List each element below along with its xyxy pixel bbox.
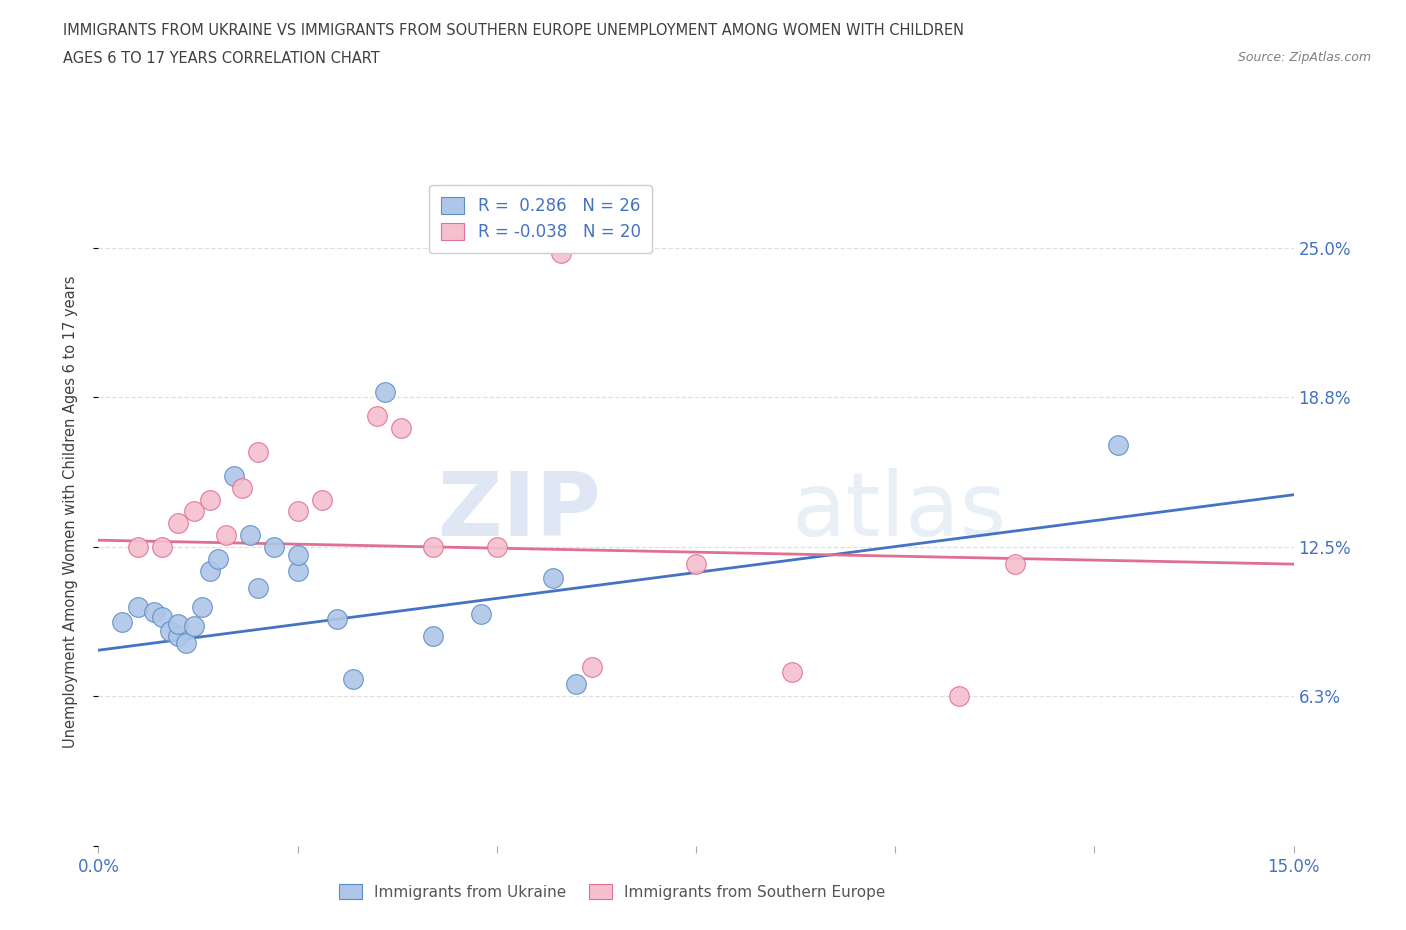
- Point: [311, 492, 333, 507]
- Point: [183, 618, 205, 633]
- Point: [239, 528, 262, 543]
- Point: [685, 557, 707, 572]
- Point: [780, 664, 803, 679]
- Point: [287, 564, 309, 578]
- Point: [159, 624, 181, 639]
- Point: [342, 671, 364, 686]
- Text: AGES 6 TO 17 YEARS CORRELATION CHART: AGES 6 TO 17 YEARS CORRELATION CHART: [63, 51, 380, 66]
- Text: atlas: atlas: [792, 468, 1007, 555]
- Point: [326, 612, 349, 627]
- Point: [366, 408, 388, 423]
- Point: [167, 617, 190, 631]
- Point: [127, 600, 149, 615]
- Legend: Immigrants from Ukraine, Immigrants from Southern Europe: Immigrants from Ukraine, Immigrants from…: [333, 877, 891, 906]
- Point: [470, 607, 492, 622]
- Point: [150, 609, 173, 624]
- Point: [389, 420, 412, 435]
- Point: [263, 540, 285, 555]
- Point: [550, 246, 572, 260]
- Point: [150, 540, 173, 555]
- Point: [222, 468, 245, 483]
- Point: [167, 629, 190, 644]
- Point: [485, 540, 508, 555]
- Point: [246, 445, 269, 459]
- Point: [198, 564, 221, 578]
- Point: [422, 629, 444, 644]
- Text: IMMIGRANTS FROM UKRAINE VS IMMIGRANTS FROM SOUTHERN EUROPE UNEMPLOYMENT AMONG WO: IMMIGRANTS FROM UKRAINE VS IMMIGRANTS FR…: [63, 23, 965, 38]
- Text: Source: ZipAtlas.com: Source: ZipAtlas.com: [1237, 51, 1371, 64]
- Point: [287, 504, 309, 519]
- Point: [1107, 437, 1129, 452]
- Point: [191, 600, 214, 615]
- Point: [183, 504, 205, 519]
- Point: [422, 540, 444, 555]
- Point: [174, 635, 197, 650]
- Point: [581, 659, 603, 674]
- Point: [565, 676, 588, 691]
- Point: [127, 540, 149, 555]
- Point: [287, 547, 309, 562]
- Point: [1004, 557, 1026, 572]
- Text: ZIP: ZIP: [437, 468, 600, 555]
- Point: [541, 571, 564, 586]
- Point: [374, 384, 396, 399]
- Point: [207, 551, 229, 566]
- Point: [167, 516, 190, 531]
- Point: [948, 688, 970, 703]
- Point: [231, 480, 253, 495]
- Point: [198, 492, 221, 507]
- Point: [246, 580, 269, 595]
- Point: [111, 614, 134, 629]
- Y-axis label: Unemployment Among Women with Children Ages 6 to 17 years: Unemployment Among Women with Children A…: [63, 275, 77, 748]
- Point: [215, 528, 238, 543]
- Point: [143, 604, 166, 619]
